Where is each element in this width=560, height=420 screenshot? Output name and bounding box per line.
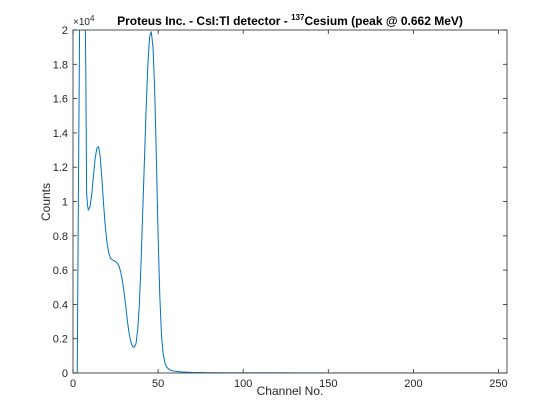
x-axis-label: Channel No. xyxy=(257,384,324,398)
chart-title-suffix: Cesium (peak @ 0.662 MeV) xyxy=(304,14,462,28)
x-tick-label: 100 xyxy=(234,378,252,390)
y-tick-label: 0.2 xyxy=(53,334,68,346)
chart-title-prefix: Proteus Inc. - CsI:Tl detector - xyxy=(117,14,291,28)
y-tick-label: 1 xyxy=(62,197,68,209)
x-tick-label: 50 xyxy=(152,378,164,390)
y-axis-label: Counts xyxy=(39,183,53,221)
x-tick-label: 0 xyxy=(70,378,76,390)
y-tick-label: 0.4 xyxy=(53,299,68,311)
plot-area: 0 50 100 150 200 250 00.20.40.60.811.21.41.61… xyxy=(53,0,508,390)
y-tick-label: 0 xyxy=(62,368,68,380)
y-exponent-power: 4 xyxy=(90,14,95,23)
y-tick-label: 0.6 xyxy=(53,265,68,277)
x-tick-label: 250 xyxy=(489,378,507,390)
chart-title: Proteus Inc. - CsI:Tl detector - 137Cesi… xyxy=(117,13,463,28)
y-tick-label: 1.2 xyxy=(53,162,68,174)
y-tick-label: 1.4 xyxy=(53,128,68,140)
y-tick-label: 2 xyxy=(62,25,68,37)
y-exponent-base: ×10 xyxy=(73,17,90,28)
y-tick-label: 1.8 xyxy=(53,59,68,71)
chart-title-superscript: 137 xyxy=(291,13,305,22)
x-tick-label: 200 xyxy=(404,378,422,390)
y-tick-label: 0.8 xyxy=(53,231,68,243)
y-tick-label: 1.6 xyxy=(53,94,68,106)
